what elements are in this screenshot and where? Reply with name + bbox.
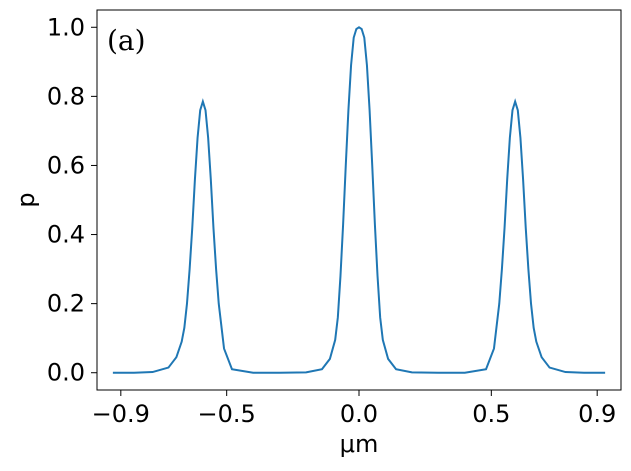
y-axis-title: p [12, 192, 40, 207]
x-tick-label: 0.0 [340, 400, 378, 428]
x-axis: −0.9 −0.5 0.0 0.5 0.9 [92, 390, 616, 428]
y-tick-label: 0.2 [47, 290, 85, 318]
y-tick-label: 1.0 [47, 13, 85, 41]
x-tick-label: −0.5 [198, 400, 256, 428]
x-tick-label: 0.5 [472, 400, 510, 428]
y-tick-label: 0.6 [47, 151, 85, 179]
plot-frame [96, 9, 622, 391]
x-tick-label: 0.9 [578, 400, 616, 428]
series-line [112, 26, 606, 374]
y-tick-label: 0.0 [47, 359, 85, 387]
y-tick-label: 0.8 [47, 82, 85, 110]
y-tick-label: 0.4 [47, 221, 85, 249]
y-axis: 0.0 0.2 0.4 0.6 0.8 1.0 [47, 13, 97, 387]
x-axis-title: μm [340, 430, 379, 458]
panel-label: (a) [107, 24, 146, 57]
x-tick-label: −0.9 [92, 400, 150, 428]
